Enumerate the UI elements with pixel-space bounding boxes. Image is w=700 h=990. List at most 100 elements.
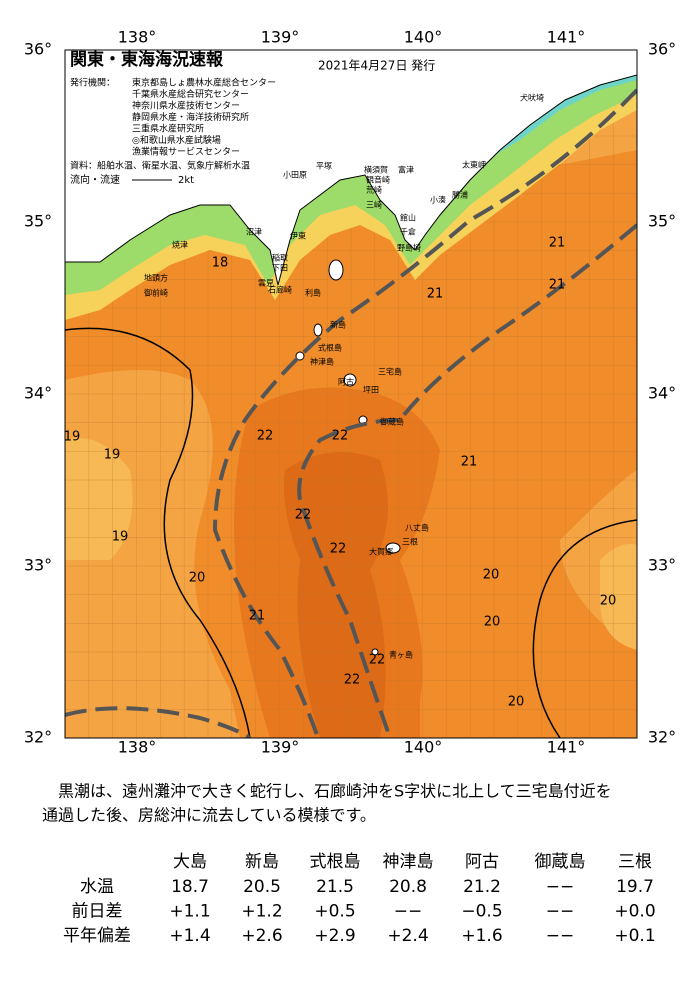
isotherm-label: 20 — [483, 568, 500, 583]
isotherm-label: 21 — [461, 455, 478, 470]
issuer: 東京都島しょ農林水産総合センター — [132, 77, 276, 89]
lon-label: 139° — [261, 738, 300, 757]
place-name: 横須賀 — [364, 165, 388, 175]
lon-label: 141° — [547, 28, 586, 47]
column-header: 大島 — [173, 852, 207, 872]
lat-label: 36° — [24, 40, 52, 59]
place-name: 勝浦 — [452, 190, 468, 200]
cell: 18.7 — [171, 877, 209, 897]
isotherm-label: 22 — [295, 508, 312, 523]
isotherm-label: 18 — [212, 256, 229, 271]
isotherm-label: 21 — [427, 287, 444, 302]
place-name: 小田原 — [283, 171, 307, 180]
place-name: 野島埼 — [397, 243, 421, 253]
sources: 資料：船舶水温、衛星水温、気象庁解析水温 — [70, 160, 250, 172]
islands — [295, 259, 401, 656]
place-name: 富津 — [398, 165, 414, 175]
isotherm-label: 19 — [64, 430, 81, 445]
map-frame — [64, 49, 638, 739]
place-name: 阿古 — [338, 377, 354, 387]
summary-text: 黒潮は、遠州灘沖で大きく蛇行し、石廊崎沖をS字状に北上して三宅島付近を — [58, 782, 612, 801]
place-name: 新島 — [330, 320, 346, 330]
issue-date: 2021年4月27日 発行 — [318, 59, 435, 73]
place-name: 坪田 — [363, 386, 379, 395]
isotherm-label: 20 — [508, 695, 525, 710]
isotherm-label: 22 — [330, 542, 347, 557]
place-name: 地頭方 — [144, 273, 168, 283]
lat-label: 34° — [24, 384, 52, 403]
issuer: ◎和歌山県水産試験場 — [132, 134, 221, 146]
place-name: 犬吠埼 — [520, 93, 544, 103]
isotherm-label: 21 — [549, 278, 566, 293]
cool-region — [65, 438, 133, 560]
cell: 19.7 — [616, 877, 654, 897]
place-name: 荒崎 — [366, 185, 382, 195]
column-header: 阿古 — [465, 852, 499, 872]
cell: 20.8 — [389, 877, 427, 897]
issuer-label: 発行機関： — [70, 77, 115, 89]
place-name: 三崎 — [366, 200, 382, 210]
lon-label: 140° — [404, 738, 443, 757]
place-name: 千倉 — [400, 227, 416, 237]
isotherm-label: 22 — [344, 673, 361, 688]
lat-label: 33° — [648, 556, 676, 575]
map-title: 関東・東海海況速報 — [70, 49, 224, 70]
issuer: 神奈川県水産技術センター — [132, 100, 240, 112]
isotherm-label: 22 — [369, 653, 386, 668]
cell: −− — [394, 902, 423, 922]
place-name: 青ヶ島 — [389, 650, 413, 660]
cell: −0.5 — [461, 902, 502, 922]
place-name: 沼津 — [246, 227, 262, 237]
lat-label: 32° — [24, 728, 52, 747]
place-name: 焼津 — [172, 240, 188, 250]
cell: +0.5 — [314, 902, 355, 922]
cell: 21.5 — [316, 877, 354, 897]
row-label: 平年偏差 — [63, 926, 131, 946]
place-name: 御蔵島 — [380, 417, 404, 427]
cell: +1.4 — [169, 926, 210, 946]
place-name: 八丈島 — [405, 523, 429, 533]
cell: 21.2 — [463, 877, 501, 897]
land — [65, 50, 637, 286]
kuroshio — [65, 88, 637, 738]
column-header: 御蔵島 — [535, 852, 586, 872]
place-name: 三根 — [402, 537, 418, 547]
place-name: 石廊崎 — [268, 285, 292, 295]
place-name: 観音崎 — [366, 175, 390, 185]
map — [65, 50, 637, 738]
summary-text: 通過した後、房総沖に流去している模様です。 — [42, 806, 376, 825]
place-name: 式根島 — [318, 343, 342, 353]
cell: +1.1 — [169, 902, 210, 922]
place-name: 館山 — [400, 213, 416, 223]
cell: +1.2 — [241, 902, 282, 922]
isotherm-label: 21 — [549, 236, 566, 251]
lat-label: 34° — [648, 384, 676, 403]
row-label: 前日差 — [72, 902, 123, 922]
row-label: 水温 — [80, 877, 114, 897]
lat-label: 33° — [24, 556, 52, 575]
isotherm-label: 19 — [112, 530, 129, 545]
issuer: 三重県水産研究所 — [132, 123, 204, 135]
column-header: 神津島 — [383, 852, 434, 872]
place-name: 大賀郷 — [369, 547, 393, 557]
place-name: 雲見 — [258, 279, 274, 288]
place-name: 平塚 — [316, 162, 332, 171]
cell: +0.1 — [614, 926, 655, 946]
flow-scale: 2kt — [178, 175, 194, 186]
isotherm-label: 22 — [332, 429, 349, 444]
cell: −− — [546, 926, 575, 946]
cell: +2.6 — [241, 926, 282, 946]
place-name: 伊東 — [290, 231, 306, 241]
cell: 20.5 — [243, 877, 281, 897]
lat-label: 35° — [24, 212, 52, 231]
cell: −− — [546, 877, 575, 897]
place-name: 下田 — [272, 264, 288, 273]
lon-label: 138° — [118, 28, 157, 47]
contour — [65, 327, 637, 738]
isotherm-label: 20 — [600, 594, 617, 609]
lon-label: 141° — [547, 738, 586, 757]
issuer: 千葉県水産総合研究センター — [132, 88, 249, 100]
cell: +0.0 — [614, 902, 655, 922]
